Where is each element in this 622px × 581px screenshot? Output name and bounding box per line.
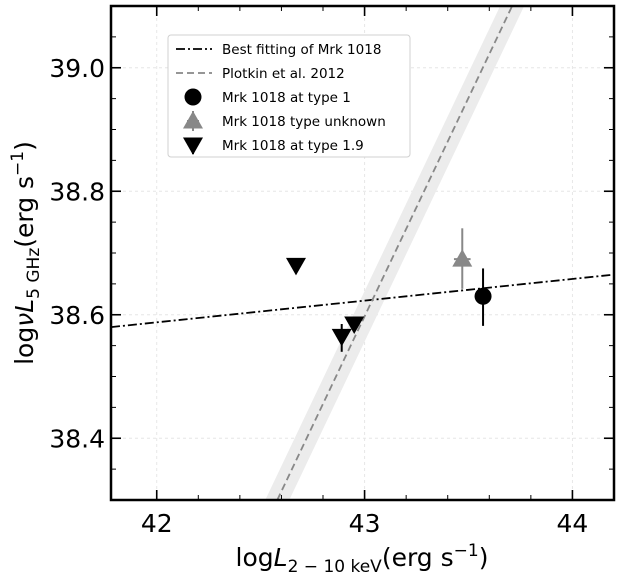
y-axis-title-sub: 5 GHz — [24, 248, 44, 299]
x-axis-title-exp: −1 — [454, 541, 479, 561]
data-point — [344, 316, 365, 335]
y-axis-title-log: log — [10, 327, 39, 365]
y-axis-title: logνL5 GHz(erg s−1) — [8, 141, 44, 365]
legend-label: Best fitting of Mrk 1018 — [222, 42, 381, 58]
fit-lines — [111, 6, 614, 500]
y-axis-title-exp: −1 — [8, 151, 28, 176]
y-tick-label: 38.6 — [49, 301, 105, 330]
axis-ticks: 42 43 44 38.4 38.6 38.8 39.0 — [49, 5, 614, 538]
best-fit-line — [111, 273, 614, 328]
grid — [111, 6, 614, 500]
legend-label: Mrk 1018 at type 1.9 — [222, 138, 364, 154]
y-tick-label: 38.4 — [49, 424, 105, 453]
legend-label: Mrk 1018 type unknown — [222, 114, 386, 130]
x-tick-label: 44 — [557, 509, 589, 538]
x-axis-title-close: ) — [479, 543, 489, 572]
data-point — [331, 328, 352, 347]
x-axis-title-log: log — [236, 543, 274, 572]
x-tick-label: 42 — [141, 509, 173, 538]
legend-box — [167, 34, 411, 158]
x-tick-label: 43 — [349, 509, 381, 538]
y-axis-title-unit: (erg s — [10, 176, 39, 248]
x-axis-title-unit: (erg s — [382, 543, 454, 572]
data-point — [452, 249, 473, 267]
data-markers — [285, 228, 492, 352]
legend-label: Mrk 1018 at type 1 — [222, 90, 351, 106]
data-point — [474, 287, 492, 305]
y-tick-label: 39.0 — [49, 54, 105, 83]
x-axis-title-l: L — [274, 543, 288, 572]
x-axis-title-sub: 2 − 10 keV — [288, 557, 383, 576]
legend-marker-swatch — [184, 88, 202, 106]
legend-marker-swatch — [183, 111, 203, 129]
legend: Best fitting of Mrk 1018 Plotkin et al. 2… — [167, 34, 411, 158]
y-axis-title-l: L — [10, 299, 39, 313]
data-point — [285, 257, 306, 276]
y-tick-label: 38.8 — [49, 177, 105, 206]
legend-label: Plotkin et al. 2012 — [222, 66, 345, 82]
legend-marker-swatch — [183, 137, 203, 155]
y-axis-title-close: ) — [10, 141, 39, 151]
plotkin-uncertainty-band — [265, 6, 525, 500]
plotkin-band — [265, 6, 525, 500]
y-axis-title-nu: ν — [10, 313, 39, 327]
x-axis-title: logL2 − 10 keV(erg s−1) — [236, 541, 489, 576]
plotkin-relation-line — [276, 6, 513, 500]
